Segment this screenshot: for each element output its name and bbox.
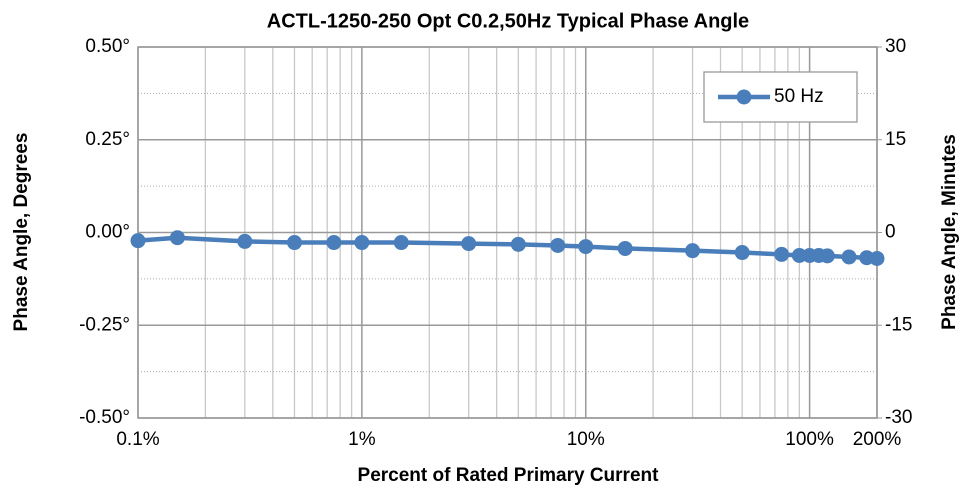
data-point (774, 246, 790, 262)
y2-tick-label: 15 (885, 129, 906, 150)
data-point (617, 240, 633, 256)
chart-title: ACTL-1250-250 Opt C0.2,50Hz Typical Phas… (267, 10, 749, 32)
data-point (819, 248, 835, 264)
data-point (130, 233, 146, 249)
y2-tick-label: 0 (885, 222, 896, 243)
y-tick-label: 0.25° (85, 129, 130, 150)
y-tick-label: 0.00° (85, 222, 130, 243)
y-tick-label: 0.50° (85, 36, 130, 57)
x-tick-label: 100% (785, 429, 834, 450)
data-point (286, 235, 302, 251)
data-point (393, 235, 409, 251)
x-tick-label: 1% (348, 429, 376, 450)
x-tick-label: 0.1% (116, 429, 159, 450)
data-point (578, 239, 594, 255)
y-tick-label: -0.25° (79, 314, 130, 335)
x-tick-label: 200% (853, 429, 902, 450)
y2-tick-label: -30 (885, 407, 912, 428)
y2-tick-label: -15 (885, 314, 912, 335)
y2-axis-title: Phase Angle, Minutes (939, 134, 960, 330)
data-point (685, 243, 701, 259)
x-tick-label: 10% (567, 429, 605, 450)
legend-label: 50 Hz (774, 86, 824, 107)
y-axis-title: Phase Angle, Degrees (11, 133, 32, 332)
data-point (354, 235, 370, 251)
x-axis-title: Percent of Rated Primary Current (358, 465, 660, 486)
data-point (169, 230, 185, 246)
data-point (237, 233, 253, 249)
data-point (326, 235, 342, 251)
plot-frame (137, 46, 878, 419)
data-point (841, 249, 857, 265)
data-point (869, 250, 885, 266)
data-point (550, 237, 566, 253)
y-tick-label: -0.50° (79, 407, 130, 428)
data-point (510, 236, 526, 252)
data-point (734, 245, 750, 261)
data-point (461, 236, 477, 252)
y2-tick-label: 30 (885, 36, 906, 57)
legend-marker (736, 89, 752, 105)
